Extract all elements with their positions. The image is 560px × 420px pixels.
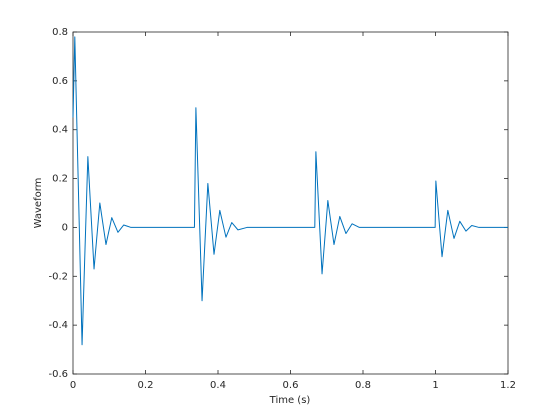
y-tick-label: -0.6: [48, 369, 68, 380]
x-tick-label: 0.4: [210, 380, 226, 391]
y-tick-label: 0.2: [52, 174, 68, 185]
x-tick-label: 0.6: [283, 380, 299, 391]
y-tick-label: -0.2: [48, 271, 68, 282]
x-tick-label: 0: [70, 380, 76, 391]
y-tick-label: 0.4: [52, 125, 68, 136]
y-tick-label: -0.4: [48, 320, 68, 331]
y-axis-label: Waveform: [33, 178, 44, 229]
y-tick-label: 0: [62, 222, 68, 233]
axes-box: [72, 31, 509, 375]
x-tick-label: 0.2: [138, 380, 154, 391]
y-tick-label: 0.6: [52, 76, 68, 87]
y-tick-label: 0.8: [52, 27, 68, 38]
x-tick-label: 1: [432, 380, 438, 391]
x-axis-label: Time (s): [269, 395, 311, 406]
waveform-line: [72, 36, 508, 346]
x-tick-label: 0.8: [355, 380, 371, 391]
x-tick-label: 1.2: [500, 380, 516, 391]
